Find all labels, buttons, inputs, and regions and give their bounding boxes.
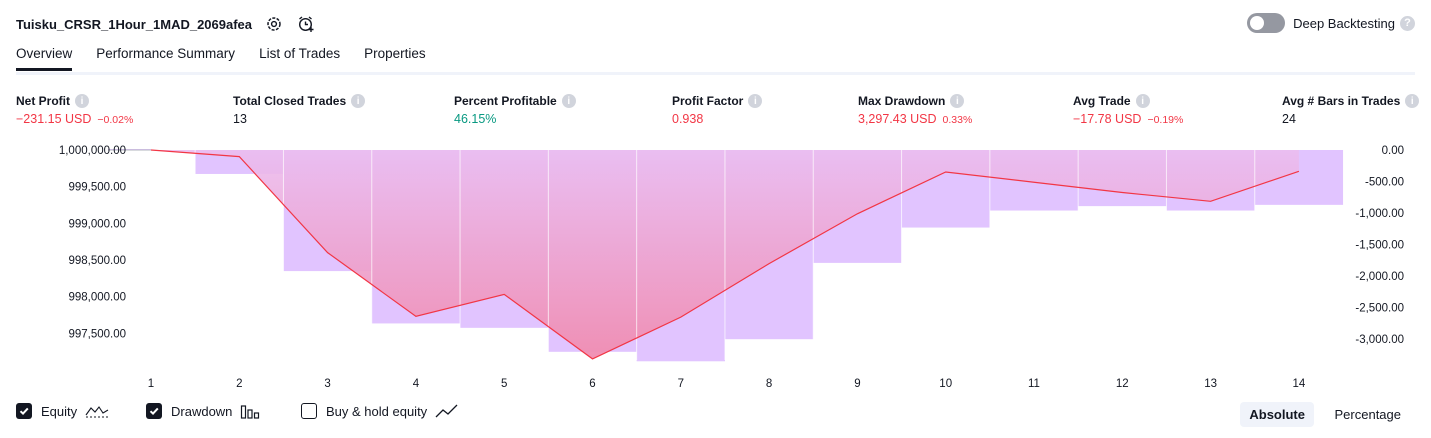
left-axis-tick-label: 998,000.00 [68, 292, 126, 304]
metric-label: Total Closed Trades [233, 94, 347, 108]
equity-line [150, 149, 1300, 360]
x-axis-tick-label: 13 [1204, 378, 1217, 390]
left-axis-tick-label: 998,500.00 [68, 255, 126, 267]
x-axis-tick-label: 5 [501, 378, 507, 390]
metric-label: Max Drawdown [858, 94, 946, 108]
alarm-add-icon[interactable] [296, 14, 316, 34]
legend-label: Equity [41, 403, 78, 419]
drawdown-checkbox[interactable] [146, 403, 162, 419]
info-icon[interactable]: i [748, 94, 763, 108]
metric-avg-bars-in-trades: Avg # Bars in Trades i 24 [1282, 94, 1420, 126]
info-icon[interactable]: i [561, 94, 576, 108]
metric-label: Profit Factor [672, 94, 744, 108]
metric-value: 3,297.43 USD [858, 112, 937, 126]
strategy-header: Tuisku_CRSR_1Hour_1MAD_2069afea [16, 12, 316, 36]
metric-value: −231.15 USD [16, 112, 92, 126]
right-axis-tick-label: -1,000.00 [1355, 208, 1404, 220]
deep-backtesting-label: Deep Backtesting [1293, 15, 1395, 31]
tab-bar: Overview Performance Summary List of Tra… [16, 46, 450, 71]
metric-label: Avg Trade [1073, 94, 1131, 108]
left-axis-tick-label: 999,500.00 [68, 182, 126, 194]
buy-hold-line-icon [435, 403, 459, 419]
metric-percent: −0.02% [97, 114, 134, 126]
metric-label: Avg # Bars in Trades [1282, 94, 1401, 108]
info-icon[interactable]: i [950, 94, 965, 108]
left-axis-tick-label: 1,000,000.00 [59, 145, 126, 157]
metric-percent-profitable: Percent Profitable i 46.15% [454, 94, 576, 126]
deep-backtesting-toggle[interactable] [1247, 13, 1286, 33]
tab-divider [16, 72, 1415, 75]
legend-equity[interactable]: Equity [16, 403, 109, 419]
equity-checkbox[interactable] [16, 403, 32, 419]
legend-label: Buy & hold equity [326, 403, 428, 419]
x-axis-tick-label: 12 [1116, 378, 1129, 390]
metric-label: Percent Profitable [454, 94, 557, 108]
metric-label: Net Profit [16, 94, 70, 108]
x-axis-tick-label: 11 [1028, 378, 1040, 390]
right-axis-tick-label: -3,000.00 [1355, 334, 1404, 346]
legend-drawdown[interactable]: Drawdown [146, 403, 260, 419]
left-axis-tick-label: 997,500.00 [68, 328, 126, 340]
help-icon[interactable]: ? [1400, 15, 1415, 31]
tab-performance-summary[interactable]: Performance Summary [96, 46, 236, 61]
absolute-button[interactable]: Absolute [1240, 402, 1314, 427]
tab-list-of-trades[interactable]: List of Trades [259, 46, 341, 61]
metric-percent: 0.33% [942, 114, 973, 126]
x-axis-tick-label: 9 [854, 378, 860, 390]
metric-net-profit: Net Profit i −231.15 USD −0.02% [16, 94, 133, 126]
strategy-name: Tuisku_CRSR_1Hour_1MAD_2069afea [16, 16, 253, 32]
metric-value: −17.78 USD [1073, 112, 1142, 126]
info-icon[interactable]: i [351, 94, 366, 108]
metric-avg-trade: Avg Trade i −17.78 USD −0.19% [1073, 94, 1183, 126]
toggle-knob [1250, 16, 1265, 30]
x-axis-tick-label: 7 [678, 378, 684, 390]
left-axis-tick-label: 999,000.00 [68, 218, 126, 230]
right-axis-tick-label: -2,000.00 [1355, 271, 1404, 283]
tab-properties[interactable]: Properties [364, 46, 426, 61]
metric-total-closed-trades: Total Closed Trades i 13 [233, 94, 366, 126]
metric-value: 13 [233, 112, 247, 126]
right-axis-tick-label: -2,500.00 [1355, 303, 1404, 315]
tab-overview[interactable]: Overview [16, 46, 73, 71]
x-axis-tick-label: 2 [236, 378, 242, 390]
drawdown-bars-icon [240, 403, 260, 419]
x-axis-tick-label: 14 [1293, 378, 1306, 390]
right-axis-tick-label: 0.00 [1382, 145, 1404, 157]
metric-profit-factor: Profit Factor i 0.938 [672, 94, 763, 126]
info-icon[interactable]: i [1135, 94, 1150, 108]
metric-percent: −0.19% [1147, 114, 1184, 126]
buy-hold-checkbox[interactable] [301, 403, 317, 419]
x-axis-tick-label: 6 [589, 378, 595, 390]
x-axis-tick-label: 8 [766, 378, 772, 390]
metric-value: 24 [1282, 112, 1296, 126]
x-axis-tick-label: 10 [939, 378, 952, 390]
right-axis-tick-label: -1,500.00 [1355, 240, 1404, 252]
gear-icon[interactable] [264, 14, 284, 34]
metric-max-drawdown: Max Drawdown i 3,297.43 USD 0.33% [858, 94, 972, 126]
info-icon[interactable]: i [75, 94, 89, 108]
x-axis-tick-label: 3 [324, 378, 330, 390]
percentage-button[interactable]: Percentage [1334, 407, 1402, 422]
info-icon[interactable]: i [1405, 94, 1420, 108]
x-axis-tick-label: 1 [148, 378, 154, 390]
right-axis-tick-label: -500.00 [1365, 177, 1404, 189]
x-axis-tick-label: 4 [413, 378, 420, 390]
deep-backtesting: Deep Backtesting ? [1247, 13, 1415, 33]
equity-line-icon [85, 403, 109, 419]
legend-label: Drawdown [171, 403, 233, 419]
metric-value: 46.15% [454, 112, 497, 126]
legend-buy-hold[interactable]: Buy & hold equity [301, 403, 459, 419]
metric-value: 0.938 [672, 112, 704, 126]
